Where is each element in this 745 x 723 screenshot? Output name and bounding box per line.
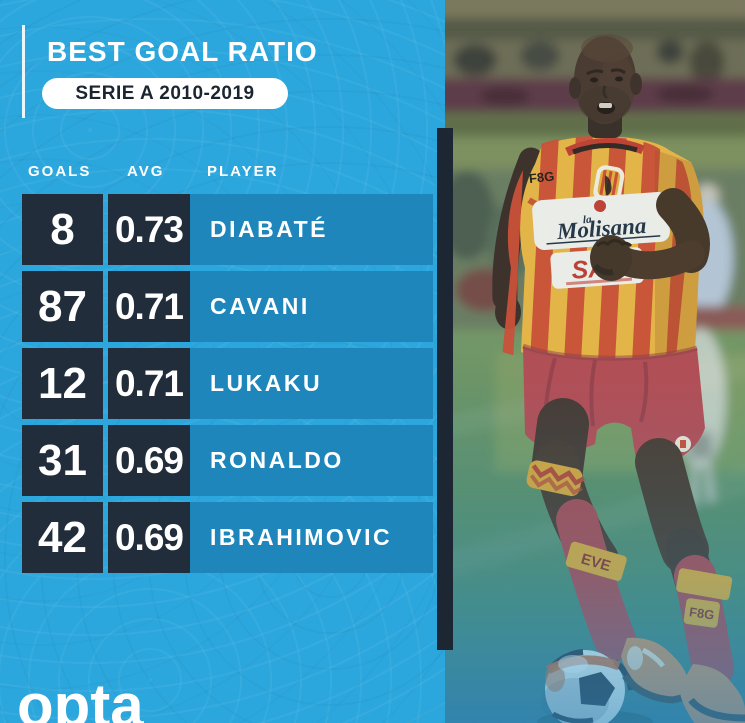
avg-value: 0.73 (108, 194, 190, 265)
goals-value: 42 (22, 502, 103, 573)
column-header-goals: GOALS (28, 163, 92, 180)
player-name: DIABATÉ (190, 194, 433, 265)
subtitle-text: SERIE A 2010-2019 (75, 82, 255, 104)
player-right-arm (590, 188, 710, 281)
player-name: RONALDO (190, 425, 433, 496)
table-row: 8 0.73 DIABATÉ (22, 194, 433, 265)
player-photo: F8G la Molisana (421, 0, 745, 723)
avg-value: 0.71 (108, 271, 190, 342)
goals-value: 8 (22, 194, 103, 265)
avg-value: 0.69 (108, 502, 190, 573)
opta-logo: opta (17, 672, 144, 723)
table-row: 12 0.71 LUKAKU (22, 348, 433, 419)
goals-value: 12 (22, 348, 103, 419)
player-name: IBRAHIMOVIC (190, 502, 433, 573)
table-row: 42 0.69 IBRAHIMOVIC (22, 502, 433, 573)
avg-value: 0.69 (108, 425, 190, 496)
photo-blue-fade-overlay (445, 380, 745, 723)
table-row: 31 0.69 RONALDO (22, 425, 433, 496)
table-row: 87 0.71 CAVANI (22, 271, 433, 342)
avg-value: 0.71 (108, 348, 190, 419)
player-head (569, 34, 642, 138)
jersey-brand-text: F8G (528, 169, 555, 187)
column-header-player: PLAYER (207, 163, 279, 180)
sponsor-prefix-text: la (583, 214, 593, 227)
club-crest-icon (593, 165, 625, 203)
goals-value: 31 (22, 425, 103, 496)
column-header-avg: AVG (127, 163, 165, 180)
subtitle-pill: SERIE A 2010-2019 (42, 78, 288, 109)
title-accent-line (22, 25, 25, 118)
stats-table: 8 0.73 DIABATÉ 87 0.71 CAVANI 12 0.71 LU… (22, 194, 433, 579)
page-title: BEST GOAL RATIO (47, 36, 318, 67)
player-name: LUKAKU (190, 348, 433, 419)
goals-value: 87 (22, 271, 103, 342)
photo-accent-bar (437, 128, 453, 650)
player-name: CAVANI (190, 271, 433, 342)
